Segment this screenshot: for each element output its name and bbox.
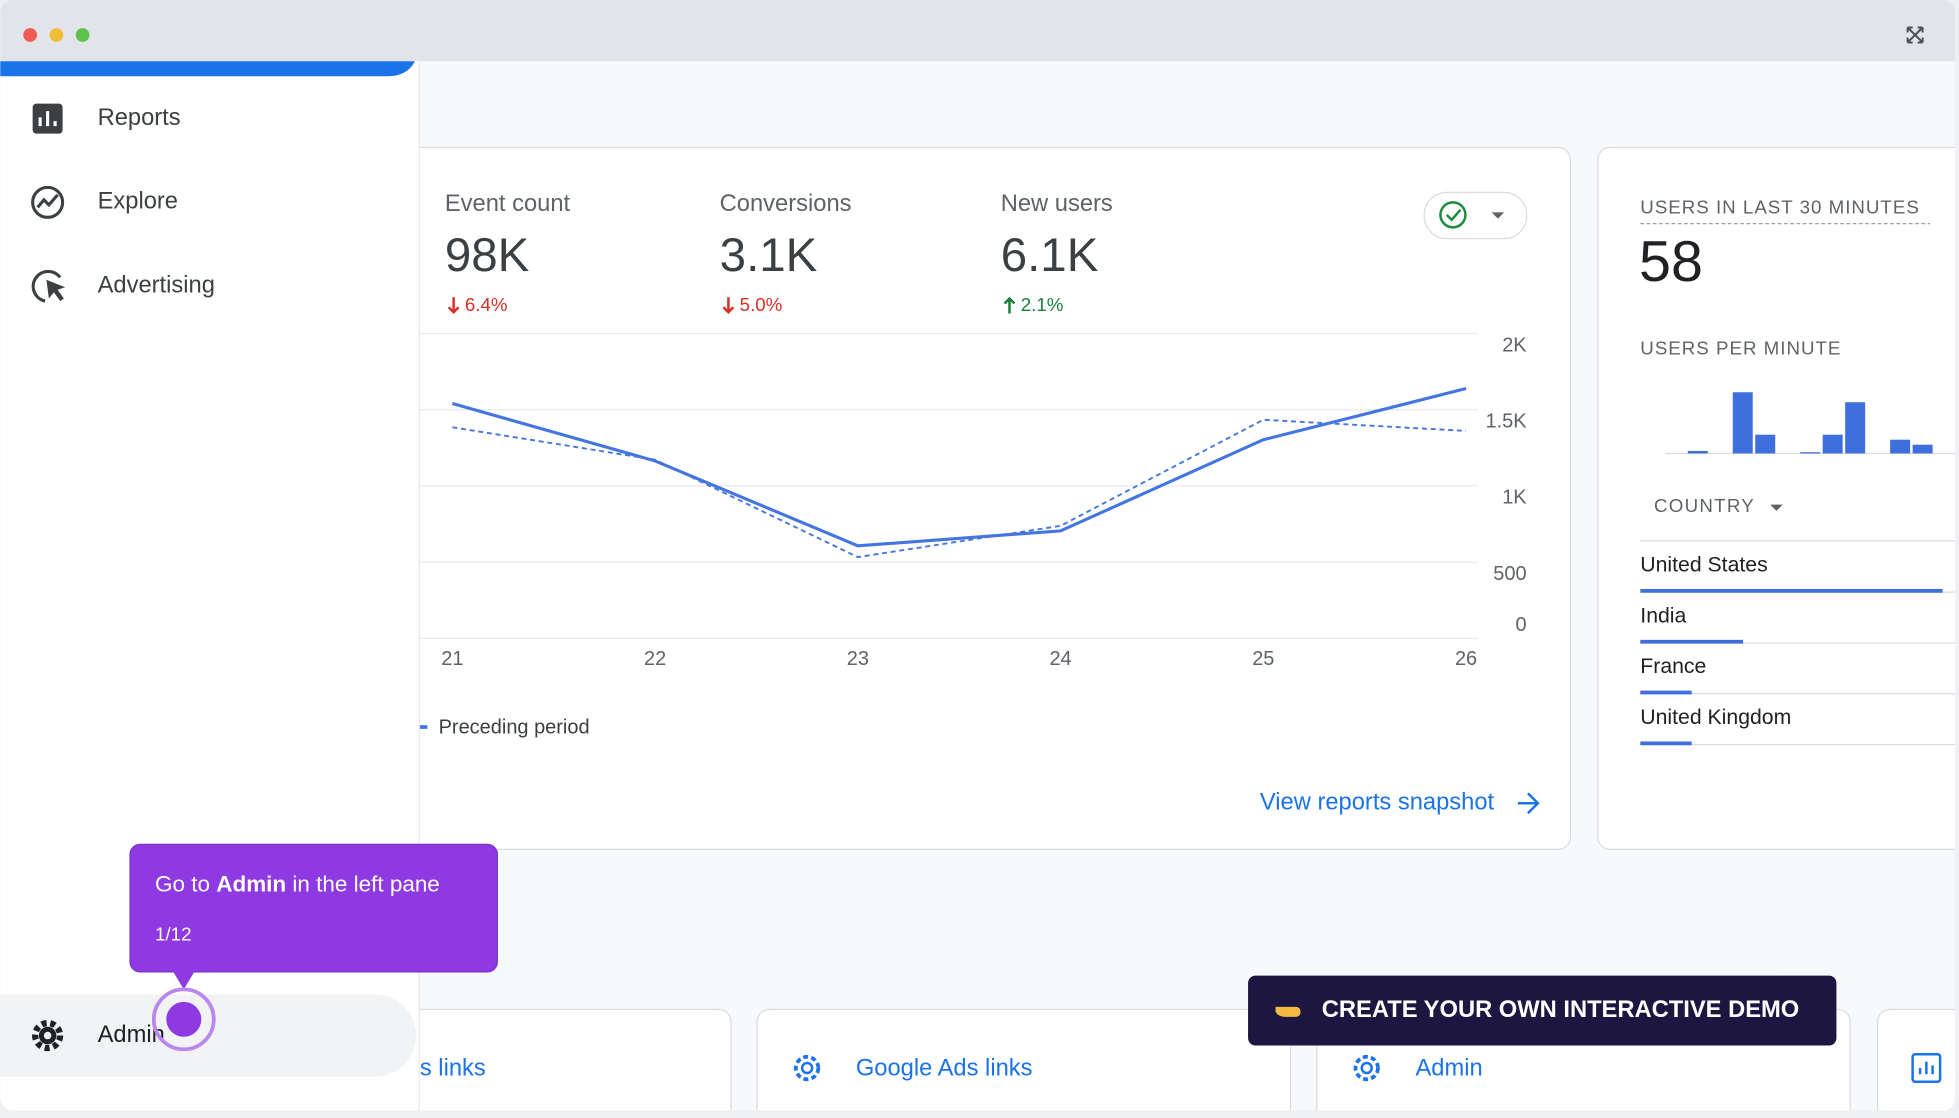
bar [1800,452,1821,454]
metric-value: 3.1K [720,229,818,282]
chart-area: Event count 98K 6.4% Conversions 3.1K 5.0% New… [419,191,1528,739]
country-name: France [1640,655,1706,678]
change-arrow [447,297,460,315]
country-name: India [1640,604,1686,627]
expand-icon[interactable] [1906,26,1924,44]
series-line [451,387,1467,548]
bar [1845,402,1866,454]
bar [1755,434,1776,454]
chart-icon [1918,1061,1934,1075]
realtime-title: USERS IN LAST 30 MINUTES [1640,197,1920,218]
link-card[interactable] [1877,1008,1959,1118]
gear-icon [1360,1061,1373,1075]
bar [1912,444,1933,454]
hotspot-ring[interactable] [151,987,216,1052]
change-arrow [722,297,735,315]
maximize-dot[interactable] [75,28,90,42]
metric-change: 2.1% [1021,294,1064,315]
admin-gear [32,1019,64,1052]
y-tick-label: 2K [1502,334,1527,356]
y-tick-label: 0 [1516,614,1527,636]
tooltip-box [129,843,498,973]
metric-change: 6.4% [465,294,508,315]
metric-label: Conversions [720,191,852,217]
tooltip: Go to Admin in the left pane 1/12 [129,843,498,1052]
series-line [452,418,1467,559]
x-tick-label: 26 [1455,648,1477,670]
cta-banner[interactable]: CREATE YOUR OWN INTERACTIVE DEMO [1248,975,1837,1046]
country-name: United States [1640,553,1767,576]
tooltip-pointer [172,970,196,990]
dropdown-arrow [1770,504,1783,511]
cta-box[interactable] [1248,975,1837,1046]
x-tick-label: 25 [1252,648,1274,670]
nav-item[interactable]: Explore [98,189,178,215]
x-tick-label: 23 [847,648,869,670]
cta-text[interactable]: CREATE YOUR OWN INTERACTIVE DEMO [1322,997,1799,1023]
minimize-dot[interactable] [49,28,64,42]
legend-label: Preceding period [439,717,590,739]
chart-icon [1911,1053,1942,1084]
admin-gear [43,1031,52,1040]
link-card[interactable] [756,1008,1292,1118]
close-dot[interactable] [23,28,38,42]
y-tick-label: 1K [1502,487,1527,509]
pointing-hand [1275,1006,1301,1017]
tooltip-text: Go to [155,872,216,897]
card-title[interactable]: s links [420,1056,486,1082]
realtime-card [1597,146,1956,851]
change-arrow [1003,296,1016,314]
active-indicator [0,61,415,77]
gear-icon [1353,1054,1380,1082]
y-tick-label: 500 [1493,563,1526,585]
metric-change: 5.0% [740,294,783,315]
nav-item[interactable]: Advertising [98,272,215,298]
metric-value: 6.1K [1001,229,1099,282]
realtime-value: 58 [1639,230,1703,294]
card-title[interactable]: Admin [1415,1056,1482,1082]
nav-item[interactable]: Reports [98,105,181,131]
hotspot[interactable] [166,1001,202,1037]
dropdown-arrow [1491,212,1505,219]
bar [1890,439,1911,454]
metric-label: New users [1001,191,1113,217]
bar [1732,392,1753,454]
country-header[interactable]: COUNTRY [1654,495,1755,516]
arrow-icon [1517,792,1540,815]
x-tick-label: 22 [644,648,666,670]
x-tick-label: 21 [441,648,463,670]
check-icon [1439,201,1467,229]
gear-icon [793,1054,821,1082]
realtime-subtitle: USERS PER MINUTE [1640,338,1841,359]
tooltip-text: in the left pane [286,872,440,897]
advertising-icon [46,279,66,302]
metric-value: 98K [445,229,530,282]
snapshot-link[interactable]: View reports snapshot [1260,789,1495,815]
check-mark [1445,209,1462,222]
advertising-icon [31,269,62,303]
tooltip-text: Go to Admin in the left pane [155,872,440,897]
bar [1687,450,1708,454]
reports-icon [38,111,57,127]
metric-label: Event count [445,191,571,217]
tooltip-step: 1/12 [155,924,191,945]
country-name: United Kingdom [1640,706,1791,729]
overview-card [361,146,1571,851]
explore-icon [36,193,59,209]
gear-icon [800,1061,814,1075]
x-tick-label: 24 [1049,648,1071,670]
cards-content: s links Google Ads links Admin [420,1053,1942,1084]
card-title[interactable]: Google Ads links [856,1056,1033,1082]
tooltip-bold: Admin [216,872,286,897]
title-bar [0,0,1956,62]
y-tick-label: 1.5K [1486,410,1528,432]
explore-icon [31,185,65,219]
bar [1822,434,1843,454]
